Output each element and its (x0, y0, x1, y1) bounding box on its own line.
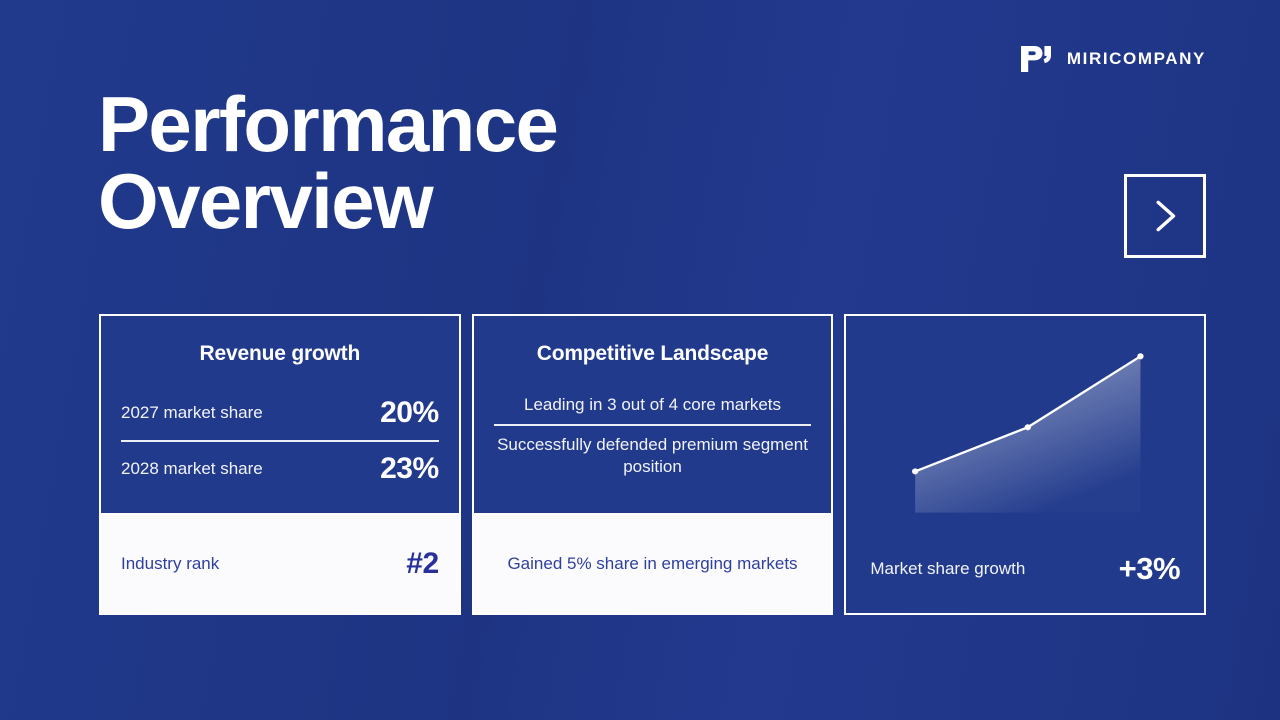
page-title-line-1: Performance (98, 80, 559, 168)
metric-card-row: Revenue growth 2027 market share 20% 202… (99, 314, 1207, 615)
metric-row-2028-value: 23% (380, 452, 439, 485)
card-market-share-growth: Market share growth +3% (844, 314, 1207, 615)
card-competitive-landscape-body: Competitive Landscape Leading in 3 out o… (471, 314, 834, 513)
row-divider (121, 440, 439, 442)
next-slide-button[interactable] (1124, 174, 1206, 258)
market-share-chart-panel: Market share growth +3% (844, 314, 1207, 615)
market-share-area-chart (846, 316, 1204, 551)
industry-rank-row: Industry rank #2 (121, 547, 439, 581)
industry-rank-value: #2 (406, 547, 439, 580)
chart-point-markers (912, 353, 1144, 475)
market-share-value: +3% (1118, 551, 1181, 586)
market-share-label: Market share growth (870, 559, 1026, 578)
metric-row-2027-value: 20% (380, 396, 439, 429)
card-revenue-growth-body: Revenue growth 2027 market share 20% 202… (99, 314, 461, 513)
card-competitive-landscape: Competitive Landscape Leading in 3 out o… (471, 314, 834, 615)
chevron-right-icon (1148, 194, 1182, 238)
landscape-footer-text: Gained 5% share in emerging markets (507, 553, 798, 573)
brand-lockup: MIRICOMPANY (1019, 44, 1206, 74)
card-revenue-growth: Revenue growth 2027 market share 20% 202… (99, 314, 461, 615)
miricompany-p-logo-icon (1019, 44, 1053, 74)
brand-name: MIRICOMPANY (1066, 49, 1206, 68)
metric-row-2027: 2027 market share 20% (121, 388, 439, 438)
metric-row-2028: 2028 market share 23% (121, 444, 439, 494)
metric-row-2028-label: 2028 market share (121, 459, 263, 478)
page-title-line-2: Overview (98, 157, 434, 246)
card-competitive-landscape-footer: Gained 5% share in emerging markets (471, 513, 834, 615)
card-revenue-growth-heading: Revenue growth (199, 342, 361, 365)
landscape-bullet-1: Leading in 3 out of 4 core markets (523, 395, 782, 414)
landscape-bullet-2: Successfully defended premium segment po… (497, 435, 808, 477)
industry-rank-label: Industry rank (121, 554, 220, 573)
card-competitive-landscape-heading: Competitive Landscape (536, 342, 769, 365)
market-share-footer: Market share growth +3% (846, 551, 1204, 613)
card-revenue-growth-footer: Industry rank #2 (99, 513, 461, 615)
metric-row-2027-label: 2027 market share (121, 403, 263, 422)
page-title: Performance Overview (98, 85, 559, 246)
row-divider (493, 424, 812, 427)
